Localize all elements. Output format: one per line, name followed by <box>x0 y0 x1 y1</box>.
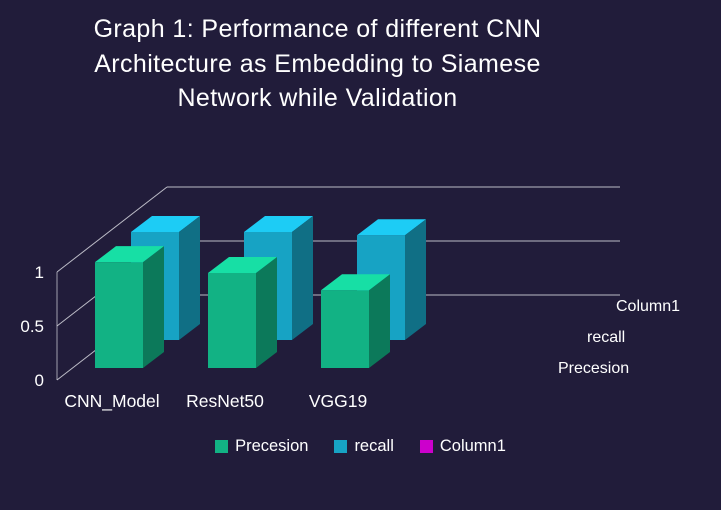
chart-title-line-1: Graph 1: Performance of different CNN <box>93 15 542 43</box>
bar-side-face <box>369 274 390 368</box>
bar-top-face <box>95 246 164 263</box>
chart-title-line-3: Network while Validation <box>177 84 458 112</box>
bar-side-face <box>405 219 426 340</box>
y-tick-label: 1 <box>35 263 44 282</box>
bar-top-face <box>244 216 313 232</box>
chart-title: Graph 1: Performance of different CNN Ar… <box>30 12 605 116</box>
gridline-diagonal <box>56 186 168 273</box>
bar-side-face <box>143 246 164 368</box>
legend-label: Precesion <box>235 437 309 455</box>
depth-axis-label: recall <box>587 329 625 346</box>
bar-front-face <box>321 290 369 368</box>
legend-item-recall: recall <box>334 437 394 456</box>
bar-top-face <box>321 274 390 291</box>
bar-top-face <box>208 256 277 273</box>
bar-side-face <box>256 256 277 368</box>
depth-axis-label: Precesion <box>558 360 629 377</box>
category-label: CNN_Model <box>64 391 159 412</box>
y-tick-label: 0 <box>35 371 44 390</box>
bar-Precesion-VGG19 <box>321 274 390 368</box>
bar-top-face <box>357 219 426 236</box>
bar-side-face <box>292 216 313 340</box>
bar-Precesion-CNN_Model <box>95 246 164 368</box>
legend-item-Precesion: Precesion <box>215 437 308 456</box>
bar-top-face <box>131 216 200 232</box>
legend-item-Column1: Column1 <box>419 437 506 456</box>
legend-swatch <box>334 440 348 453</box>
legend-label: recall <box>354 437 394 455</box>
bar-front-face <box>95 262 143 368</box>
bar-side-face <box>179 216 200 340</box>
depth-axis-label: Column1 <box>616 298 680 315</box>
category-label: VGG19 <box>309 391 367 411</box>
legend-label: Column1 <box>439 437 506 455</box>
bars <box>95 216 426 368</box>
category-label: ResNet50 <box>186 391 264 411</box>
legend-swatch <box>419 440 433 453</box>
bar-front-face <box>208 272 256 368</box>
y-tick-label: 0.5 <box>20 317 44 336</box>
chart-title-line-2: Architecture as Embedding to Siamese <box>94 49 541 78</box>
bar-Precesion-ResNet50 <box>208 256 277 368</box>
legend-swatch <box>215 440 229 453</box>
chart-legend: Precesion recall Column1 <box>0 437 721 456</box>
